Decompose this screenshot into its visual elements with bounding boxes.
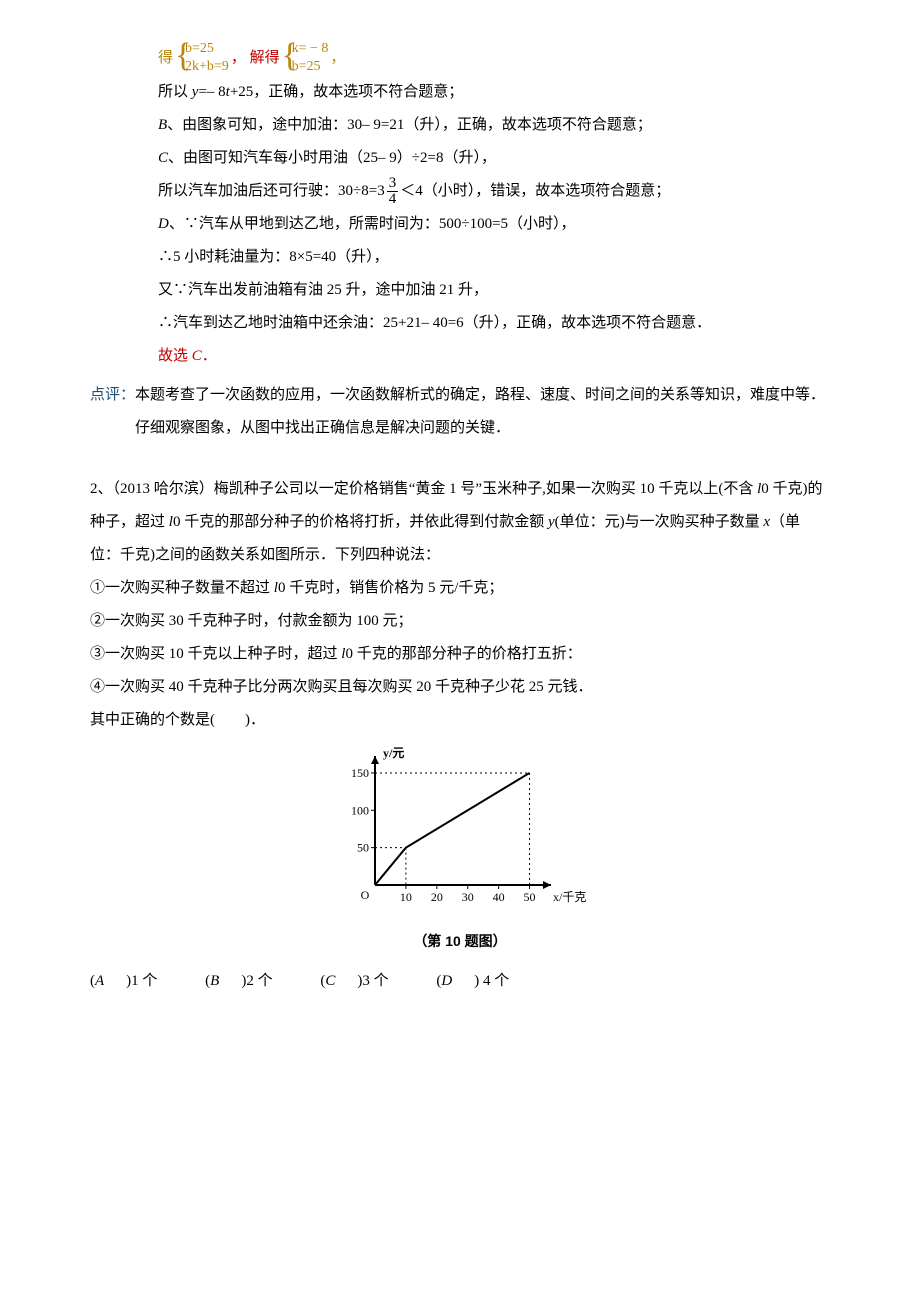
brace2-top: k= − 8 <box>292 40 329 58</box>
frac-num: 3 <box>387 176 399 192</box>
l3b: 、由图可知汽车每小时用油（25– 9）÷2=8（升）， <box>168 150 496 166</box>
chart-container: 50 100 150 10 20 30 40 50 Oy/元 x/千克 （第 10 题图） <box>90 743 830 957</box>
line-9: 故选 C． <box>158 340 830 373</box>
c1a: ①一次购买种子数量不超过 <box>90 580 274 596</box>
l2b: 、由图象可知，途中加油：30– 9=21（升），正确，故本选项不符合题意； <box>167 117 652 133</box>
q2c: 0 千克的那部分种子的价格将打折，并依此得到付款金额 <box>173 514 548 530</box>
line-8: ∴汽车到达乙地时油箱中还余油：25+21– 40=6（升），正确，故本选项不符合… <box>158 307 830 340</box>
q2y: y <box>548 514 555 530</box>
q2-ask: 其中正确的个数是( )． <box>90 704 830 737</box>
line-2: B、由图象可知，途中加油：30– 9=21（升），正确，故本选项不符合题意； <box>158 109 830 142</box>
l3a: C <box>158 150 168 166</box>
svg-text:x/千克: x/千克 <box>553 890 586 904</box>
line-6: ∴5 小时耗油量为：8×5=40（升）， <box>158 241 830 274</box>
review-block: 点评： 本题考查了一次函数的应用，一次函数解析式的确定，路程、速度、时间之间的关… <box>90 379 830 445</box>
brace2-bot: b=25 <box>292 58 329 76</box>
optA-t: )1 个 <box>126 973 157 989</box>
l1c: +25，正确，故本选项不符合题意； <box>230 84 463 100</box>
line-1: 所以 y=– 8t+25，正确，故本选项不符合题意； <box>158 76 830 109</box>
line-7: 又∵汽车出发前油箱有油 25 升，途中加油 21 升， <box>158 274 830 307</box>
option-b: (B)2 个 <box>205 973 294 989</box>
optD-t: ) 4 个 <box>474 973 509 989</box>
chart-caption: （第 10 题图） <box>90 926 830 957</box>
svg-text:40: 40 <box>493 890 505 904</box>
optB-t: )2 个 <box>241 973 272 989</box>
l9d: ． <box>202 348 217 364</box>
option-c: (C)3 个 <box>320 973 410 989</box>
q2a: 2、（2013 哈尔滨）梅凯种子公司以一定价格销售“黄金 1 号”玉米种子,如果… <box>90 481 757 497</box>
line-3: C、由图可知汽车每小时用油（25– 9）÷2=8（升）， <box>158 142 830 175</box>
c1b: 0 千克时，销售价格为 5 元/千克； <box>278 580 503 596</box>
question-2: 2、（2013 哈尔滨）梅凯种子公司以一定价格销售“黄金 1 号”玉米种子,如果… <box>90 473 830 998</box>
c3a: ③一次购买 10 千克以上种子时，超过 <box>90 646 341 662</box>
optC-l: C <box>325 973 335 989</box>
svg-text:150: 150 <box>351 766 369 780</box>
c3b: 0 千克的那部分种子的价格打五折： <box>345 646 581 662</box>
optB-l: B <box>210 973 219 989</box>
q2-choice-3: ③一次购买 10 千克以上种子时，超过 l0 千克的那部分种子的价格打五折： <box>90 638 830 671</box>
option-a: (A)1 个 <box>90 973 179 989</box>
l4b: ＜4（小时），错误，故本选项符合题意； <box>400 175 670 208</box>
review-body: 本题考查了一次函数的应用，一次函数解析式的确定，路程、速度、时间之间的关系等知识… <box>135 379 830 445</box>
l9c: C <box>192 348 202 364</box>
mid-text: ， 解得 <box>231 42 280 75</box>
brace1-bot: 2k+b=9 <box>185 58 229 76</box>
q2d: (单位：元)与一次购买种子数量 <box>555 514 764 530</box>
svg-text:100: 100 <box>351 804 369 818</box>
l9a: 故选 <box>158 348 192 364</box>
line-5: D、∵汽车从甲地到达乙地，所需时间为：500÷100=5（小时）， <box>158 208 830 241</box>
optC-t: )3 个 <box>357 973 388 989</box>
svg-text:20: 20 <box>431 890 443 904</box>
fraction-3-4: 3 4 <box>387 176 399 207</box>
l5b: 、∵汽车从甲地到达乙地，所需时间为：500÷100=5（小时）， <box>169 216 576 232</box>
q2-choice-2: ②一次购买 30 千克种子时，付款金额为 100 元； <box>90 605 830 638</box>
l4a: 所以汽车加油后还可行驶：30÷8=3 <box>158 175 385 208</box>
optD-l: D <box>441 973 452 989</box>
line-chart: 50 100 150 10 20 30 40 50 Oy/元 x/千克 <box>330 743 590 913</box>
options-row: (A)1 个 (B)2 个 (C)3 个 (D) 4 个 <box>90 965 830 998</box>
equation-line: 得 b=25 2k+b=9 ， 解得 k= − 8 b=25 ， <box>158 40 830 76</box>
svg-text:y/元: y/元 <box>383 746 404 760</box>
q2-choice-4: ④一次购买 40 千克种子比分两次购买且每次购买 20 千克种子少花 25 元钱… <box>90 671 830 704</box>
option-d: (D) 4 个 <box>436 973 531 989</box>
brace-2: k= − 8 b=25 <box>282 40 329 76</box>
svg-text:50: 50 <box>524 890 536 904</box>
optA-l: A <box>95 973 104 989</box>
svg-text:O: O <box>361 888 370 902</box>
svg-text:50: 50 <box>357 841 369 855</box>
l5a: D <box>158 216 169 232</box>
review-label: 点评： <box>90 379 135 445</box>
lead-text: 得 <box>158 42 173 75</box>
brace1-top: b=25 <box>185 40 229 58</box>
svg-text:30: 30 <box>462 890 474 904</box>
tail-text: ， <box>330 42 345 75</box>
l2a: B <box>158 117 167 133</box>
q2-stem: 2、（2013 哈尔滨）梅凯种子公司以一定价格销售“黄金 1 号”玉米种子,如果… <box>90 473 830 572</box>
solution-block: 得 b=25 2k+b=9 ， 解得 k= − 8 b=25 ， 所以 y=– … <box>158 40 830 373</box>
l1b: =– 8 <box>198 84 225 100</box>
frac-den: 4 <box>387 192 399 207</box>
brace-1: b=25 2k+b=9 <box>175 40 229 76</box>
q2-choice-1: ①一次购买种子数量不超过 l0 千克时，销售价格为 5 元/千克； <box>90 572 830 605</box>
svg-text:10: 10 <box>400 890 412 904</box>
line-4: 所以汽车加油后还可行驶：30÷8=3 3 4 ＜4（小时），错误，故本选项符合题… <box>158 175 830 208</box>
l1a: 所以 <box>158 84 192 100</box>
